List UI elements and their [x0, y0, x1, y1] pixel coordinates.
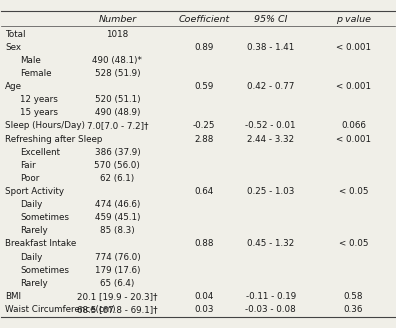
Text: -0.03 - 0.08: -0.03 - 0.08 — [246, 305, 296, 314]
Text: 774 (76.0): 774 (76.0) — [95, 253, 140, 262]
Text: Fair: Fair — [20, 161, 36, 170]
Text: 490 (48.1)*: 490 (48.1)* — [92, 56, 143, 65]
Text: 0.45 - 1.32: 0.45 - 1.32 — [247, 239, 294, 249]
Text: Poor: Poor — [20, 174, 40, 183]
Text: 0.38 - 1.41: 0.38 - 1.41 — [247, 43, 294, 52]
Text: Sometimes: Sometimes — [20, 266, 69, 275]
Text: 0.066: 0.066 — [341, 121, 366, 131]
Text: 0.36: 0.36 — [344, 305, 363, 314]
Text: 2.88: 2.88 — [194, 134, 213, 144]
Text: 2.44 - 3.32: 2.44 - 3.32 — [247, 134, 294, 144]
Text: Age: Age — [5, 82, 22, 91]
Text: 0.64: 0.64 — [194, 187, 213, 196]
Text: Excellent: Excellent — [20, 148, 60, 157]
Text: p value: p value — [336, 15, 371, 24]
Text: 0.58: 0.58 — [344, 292, 363, 301]
Text: 68.5 [67.8 - 69.1]†: 68.5 [67.8 - 69.1]† — [77, 305, 158, 314]
Text: < 0.05: < 0.05 — [339, 239, 368, 249]
Text: 386 (37.9): 386 (37.9) — [95, 148, 140, 157]
Text: 0.42 - 0.77: 0.42 - 0.77 — [247, 82, 295, 91]
Text: Rarely: Rarely — [20, 279, 48, 288]
Text: BMI: BMI — [5, 292, 21, 301]
Text: Sleep (Hours/Day): Sleep (Hours/Day) — [5, 121, 85, 131]
Text: Daily: Daily — [20, 253, 42, 262]
Text: 20.1 [19.9 - 20.3]†: 20.1 [19.9 - 20.3]† — [77, 292, 158, 301]
Text: 0.59: 0.59 — [194, 82, 213, 91]
Text: 0.03: 0.03 — [194, 305, 214, 314]
Text: 1018: 1018 — [106, 30, 129, 39]
Text: Sport Activity: Sport Activity — [5, 187, 64, 196]
Text: 85 (8.3): 85 (8.3) — [100, 226, 135, 236]
Text: Sex: Sex — [5, 43, 21, 52]
Text: 520 (51.1): 520 (51.1) — [95, 95, 140, 104]
Text: 474 (46.6): 474 (46.6) — [95, 200, 140, 209]
Text: 179 (17.6): 179 (17.6) — [95, 266, 140, 275]
Text: < 0.001: < 0.001 — [336, 82, 371, 91]
Text: Daily: Daily — [20, 200, 42, 209]
Text: -0.25: -0.25 — [192, 121, 215, 131]
Text: Breakfast Intake: Breakfast Intake — [5, 239, 76, 249]
Text: 12 years: 12 years — [20, 95, 58, 104]
Text: Rarely: Rarely — [20, 226, 48, 236]
Text: 490 (48.9): 490 (48.9) — [95, 108, 140, 117]
Text: -0.11 - 0.19: -0.11 - 0.19 — [246, 292, 296, 301]
Text: -0.52 - 0.01: -0.52 - 0.01 — [246, 121, 296, 131]
Text: Female: Female — [20, 69, 52, 78]
Text: 65 (6.4): 65 (6.4) — [100, 279, 135, 288]
Text: 95% CI: 95% CI — [254, 15, 287, 24]
Text: 0.88: 0.88 — [194, 239, 214, 249]
Text: 0.89: 0.89 — [194, 43, 213, 52]
Text: 0.25 - 1.03: 0.25 - 1.03 — [247, 187, 295, 196]
Text: 62 (6.1): 62 (6.1) — [100, 174, 135, 183]
Text: Male: Male — [20, 56, 41, 65]
Text: 570 (56.0): 570 (56.0) — [95, 161, 140, 170]
Text: Coefficient: Coefficient — [178, 15, 230, 24]
Text: < 0.001: < 0.001 — [336, 43, 371, 52]
Text: 0.04: 0.04 — [194, 292, 213, 301]
Text: 459 (45.1): 459 (45.1) — [95, 213, 140, 222]
Text: 7.0[7.0 - 7.2]†: 7.0[7.0 - 7.2]† — [87, 121, 148, 131]
Text: Waist Circumference(cm): Waist Circumference(cm) — [5, 305, 116, 314]
Text: < 0.001: < 0.001 — [336, 134, 371, 144]
Text: 15 years: 15 years — [20, 108, 58, 117]
Text: Number: Number — [98, 15, 137, 24]
Text: Total: Total — [5, 30, 26, 39]
Text: Refreshing after Sleep: Refreshing after Sleep — [5, 134, 103, 144]
Text: 528 (51.9): 528 (51.9) — [95, 69, 140, 78]
Text: Sometimes: Sometimes — [20, 213, 69, 222]
Text: < 0.05: < 0.05 — [339, 187, 368, 196]
